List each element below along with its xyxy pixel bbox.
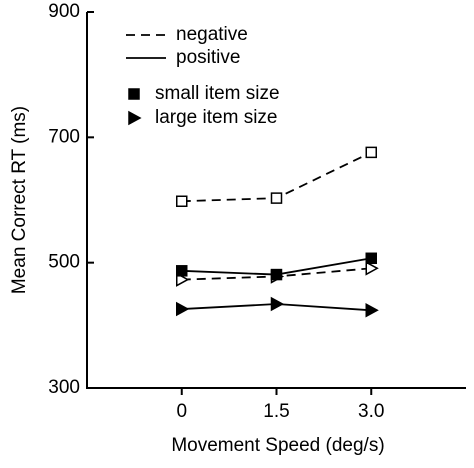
data-point bbox=[365, 252, 377, 265]
x-tick-label: 1.5 bbox=[263, 401, 289, 422]
data-point bbox=[176, 301, 190, 317]
y-axis-label: Mean Correct RT (ms) bbox=[9, 106, 30, 294]
y-tick-label: 500 bbox=[48, 252, 80, 273]
data-point bbox=[270, 296, 285, 312]
data-point bbox=[270, 268, 283, 281]
data-point bbox=[176, 265, 188, 277]
y-tick-label: 900 bbox=[48, 1, 80, 22]
data-point bbox=[176, 195, 188, 208]
data-point bbox=[365, 303, 379, 318]
legend-label: large item size bbox=[155, 107, 278, 128]
x-tick-label: 3.0 bbox=[358, 401, 384, 422]
data-point bbox=[176, 272, 190, 287]
legend-label: small item size bbox=[155, 83, 280, 104]
x-tick-label: 0 bbox=[176, 401, 187, 422]
data-point bbox=[365, 146, 377, 159]
legend-label: negative bbox=[176, 24, 248, 45]
data-point bbox=[270, 192, 283, 204]
y-tick-label: 300 bbox=[48, 377, 80, 398]
legend-label: positive bbox=[176, 47, 240, 68]
legend-marker bbox=[128, 110, 142, 126]
y-tick-label: 700 bbox=[48, 126, 80, 147]
data-point bbox=[365, 261, 379, 276]
legend-marker bbox=[128, 88, 140, 100]
x-axis-label: Movement Speed (deg/s) bbox=[171, 435, 384, 456]
